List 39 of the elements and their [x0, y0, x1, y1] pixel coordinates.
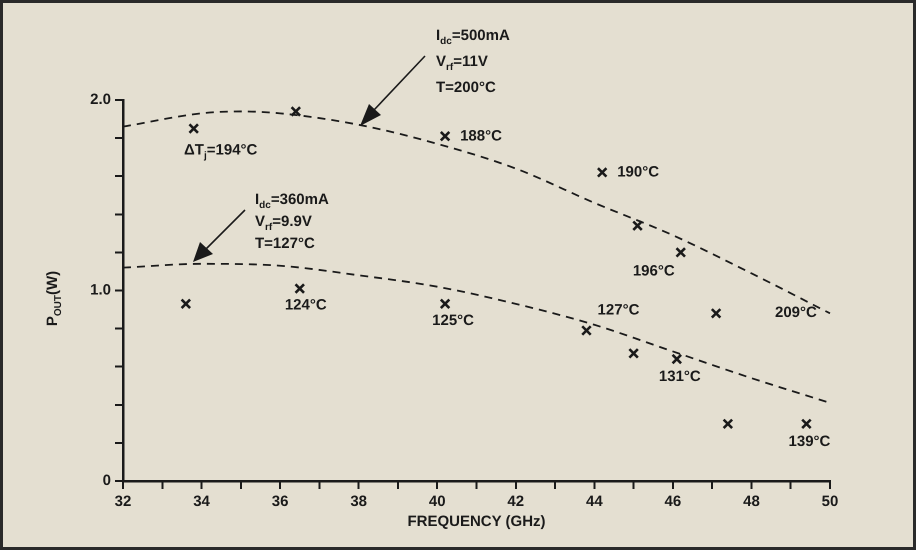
x-tick-label: 32	[114, 493, 132, 510]
point	[675, 246, 686, 258]
point	[180, 298, 192, 310]
annotation: 131°C	[658, 368, 701, 386]
x-tick-label: 38	[350, 493, 368, 510]
point	[710, 308, 722, 319]
x-tick-label: 46	[664, 493, 682, 510]
x-tick-label: 42	[507, 493, 524, 510]
x-tick-label: 34	[193, 493, 211, 510]
point	[440, 298, 451, 310]
annotation: 127°C	[598, 302, 640, 319]
point	[671, 354, 682, 365]
annotation: 139°C	[788, 432, 831, 450]
point	[580, 324, 592, 336]
x-tick-label: 36	[272, 493, 288, 510]
annotation: 124°C	[284, 296, 327, 314]
point	[440, 130, 451, 142]
x-tick-label: 44	[586, 493, 604, 510]
point	[290, 106, 302, 117]
point	[800, 418, 812, 430]
y-axis-title: POUT(W)	[44, 270, 64, 326]
point	[632, 220, 644, 232]
annotation: 188°C	[460, 127, 502, 144]
point	[188, 123, 200, 134]
x-tick-label: 50	[822, 493, 838, 510]
point	[596, 166, 608, 178]
y-tick-label: 0	[102, 472, 111, 490]
annotation: 209°C	[775, 304, 818, 322]
point	[628, 348, 640, 359]
x-tick-label: 48	[743, 493, 760, 510]
x-tick-label: 40	[428, 493, 446, 510]
annotation: 190°C	[617, 164, 660, 181]
point	[294, 283, 306, 294]
x-axis-title: FREQUENCY (GHz)	[407, 513, 546, 530]
y-tick-label: 2.0	[90, 91, 111, 108]
point	[722, 418, 734, 430]
y-tick-label: 1.0	[90, 282, 111, 299]
annotation: 125°C	[432, 312, 474, 329]
annotation: 196°C	[632, 262, 675, 280]
